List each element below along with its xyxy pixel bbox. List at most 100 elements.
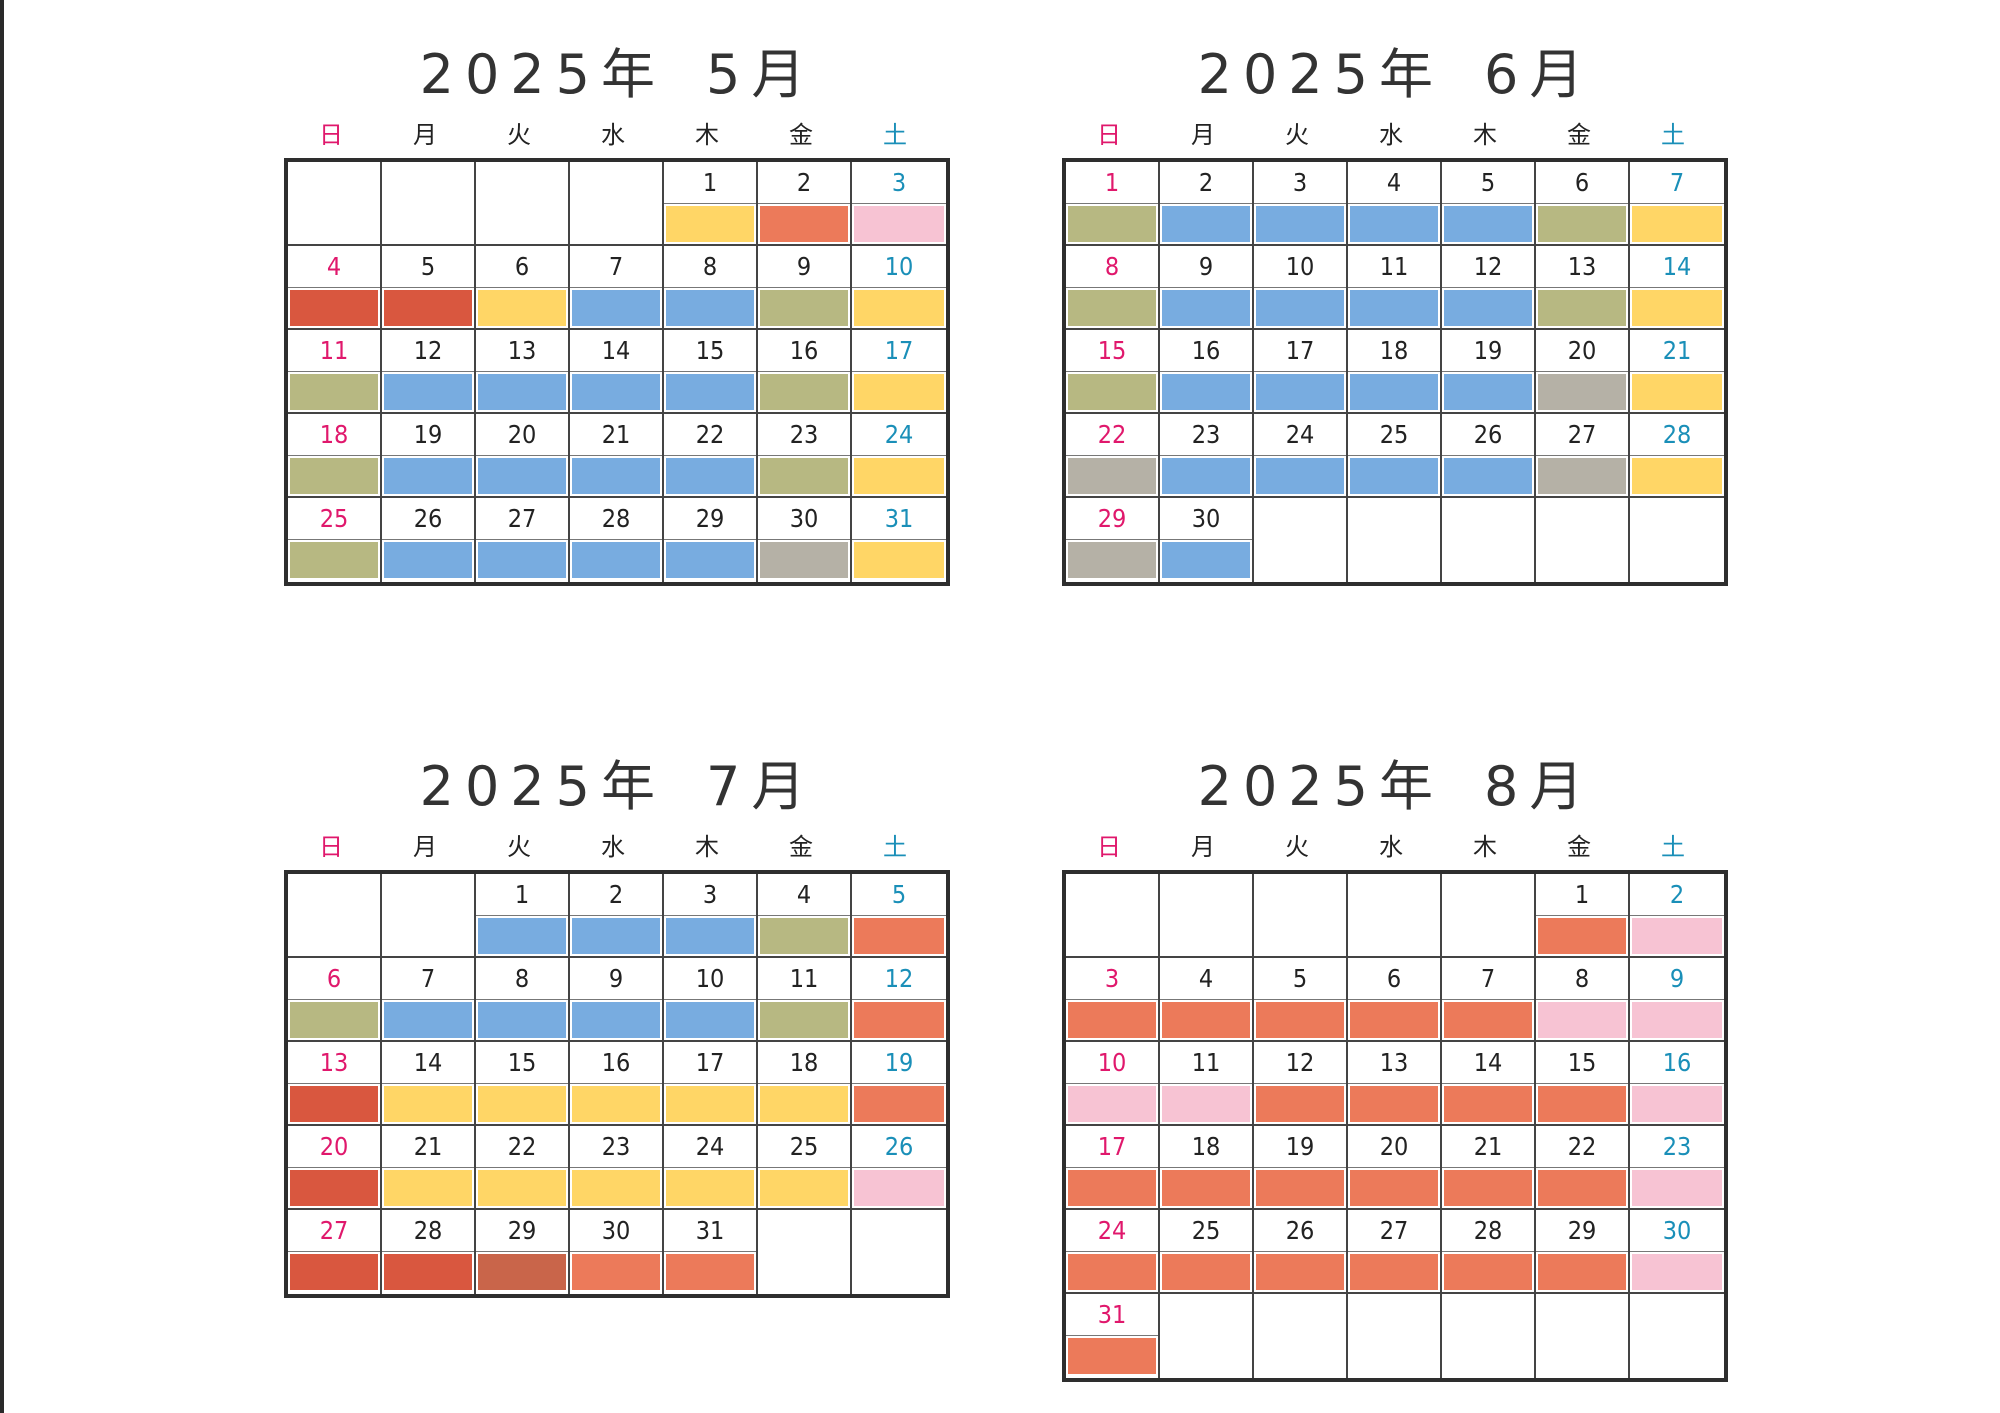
day-status-band — [1162, 458, 1250, 494]
empty-cell — [1442, 1294, 1536, 1378]
day-status-band — [572, 290, 660, 326]
day-status-band — [1256, 458, 1344, 494]
day-cell: 14 — [1630, 246, 1724, 330]
day-status-band — [1350, 1254, 1438, 1290]
weekday-label: 月 — [1191, 833, 1215, 861]
day-number: 27 — [288, 1210, 380, 1252]
weekday-label: 水 — [1379, 121, 1403, 149]
day-cell: 10 — [664, 958, 758, 1042]
day-number: 9 — [1160, 246, 1252, 288]
day-status-band — [1350, 290, 1438, 326]
day-cell: 12 — [852, 958, 946, 1042]
day-status-band — [1068, 1254, 1156, 1290]
day-status-band — [854, 206, 944, 242]
month-title: 2025年 5月 — [284, 40, 952, 110]
day-status-band — [1444, 1002, 1532, 1038]
day-cell: 13 — [1536, 246, 1630, 330]
day-number: 30 — [758, 498, 850, 540]
month-title: 2025年 8月 — [1062, 752, 1730, 822]
day-cell: 4 — [288, 246, 382, 330]
day-number: 2 — [1160, 162, 1252, 204]
day-cell: 21 — [1442, 1126, 1536, 1210]
empty-cell — [1254, 874, 1348, 958]
day-number: 28 — [570, 498, 662, 540]
day-status-band — [290, 542, 378, 578]
day-number: 12 — [382, 330, 474, 372]
weekday-label: 木 — [1473, 121, 1497, 149]
day-cell: 5 — [852, 874, 946, 958]
day-status-band — [1162, 1254, 1250, 1290]
day-status-band — [384, 542, 472, 578]
empty-cell — [288, 162, 382, 246]
day-status-band — [290, 290, 378, 326]
day-cell: 14 — [1442, 1042, 1536, 1126]
day-number: 10 — [852, 246, 946, 288]
day-status-band — [290, 1254, 378, 1290]
day-number: 13 — [476, 330, 568, 372]
day-cell: 1 — [1536, 874, 1630, 958]
day-status-band — [854, 918, 944, 954]
weekday-label: 金 — [789, 833, 813, 861]
day-status-band — [1162, 1086, 1250, 1122]
day-number: 14 — [382, 1042, 474, 1084]
day-cell: 27 — [476, 498, 570, 582]
weekday-header: 日月火水木金土 — [284, 118, 952, 152]
day-status-band — [384, 458, 472, 494]
day-number: 4 — [288, 246, 380, 288]
day-status-band — [478, 1254, 566, 1290]
empty-cell — [1160, 1294, 1254, 1378]
day-number: 26 — [852, 1126, 946, 1168]
day-number: 19 — [1442, 330, 1534, 372]
day-cell: 7 — [1630, 162, 1724, 246]
day-number: 31 — [1066, 1294, 1158, 1336]
day-number: 12 — [852, 958, 946, 1000]
calendar-grid: 1 2 3 4 5 6 7 8 9 10 11 12 13 14 15 16 17 18 19 20 21 22 23 24 2… — [1062, 158, 1728, 586]
day-cell: 31 — [852, 498, 946, 582]
day-cell: 24 — [1254, 414, 1348, 498]
day-cell: 24 — [664, 1126, 758, 1210]
weekday-label: 金 — [789, 121, 813, 149]
day-status-band — [760, 542, 848, 578]
day-number: 14 — [1442, 1042, 1534, 1084]
day-status-band — [290, 1170, 378, 1206]
day-number: 4 — [1348, 162, 1440, 204]
day-cell: 1 — [476, 874, 570, 958]
day-number: 19 — [852, 1042, 946, 1084]
empty-cell — [1066, 874, 1160, 958]
empty-cell — [1442, 498, 1536, 582]
month-title-month: 5月 — [706, 43, 817, 106]
day-cell: 27 — [1348, 1210, 1442, 1294]
day-cell: 24 — [1066, 1210, 1160, 1294]
day-number: 26 — [1442, 414, 1534, 456]
day-number: 30 — [1160, 498, 1252, 540]
day-cell: 26 — [1254, 1210, 1348, 1294]
day-status-band — [478, 290, 566, 326]
day-status-band — [760, 290, 848, 326]
calendar-grid: 1 2 3 4 5 6 7 8 9 10 11 12 13 14 15 16 17 18 19 20 21 22 23 24 2… — [284, 870, 950, 1298]
day-cell: 3 — [664, 874, 758, 958]
day-number: 9 — [570, 958, 662, 1000]
day-cell: 9 — [1630, 958, 1724, 1042]
day-number: 5 — [382, 246, 474, 288]
day-status-band — [572, 1170, 660, 1206]
month-title-month: 6月 — [1484, 43, 1595, 106]
day-status-band — [478, 918, 566, 954]
day-cell: 8 — [1536, 958, 1630, 1042]
day-cell: 19 — [1442, 330, 1536, 414]
day-cell: 21 — [1630, 330, 1724, 414]
day-status-band — [1068, 290, 1156, 326]
day-cell: 15 — [1066, 330, 1160, 414]
day-cell: 9 — [570, 958, 664, 1042]
day-status-band — [666, 1254, 754, 1290]
day-status-band — [1350, 458, 1438, 494]
day-number: 29 — [1536, 1210, 1628, 1252]
day-status-band — [760, 918, 848, 954]
day-cell: 16 — [758, 330, 852, 414]
day-number: 14 — [1630, 246, 1724, 288]
day-cell: 28 — [382, 1210, 476, 1294]
day-cell: 25 — [758, 1126, 852, 1210]
month-title: 2025年 7月 — [284, 752, 952, 822]
day-status-band — [1538, 458, 1626, 494]
day-status-band — [1256, 1002, 1344, 1038]
day-number: 15 — [1066, 330, 1158, 372]
